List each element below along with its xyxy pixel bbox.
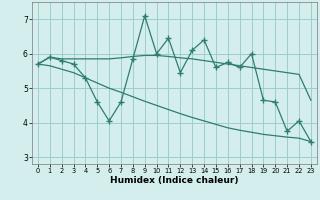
X-axis label: Humidex (Indice chaleur): Humidex (Indice chaleur) — [110, 176, 239, 185]
